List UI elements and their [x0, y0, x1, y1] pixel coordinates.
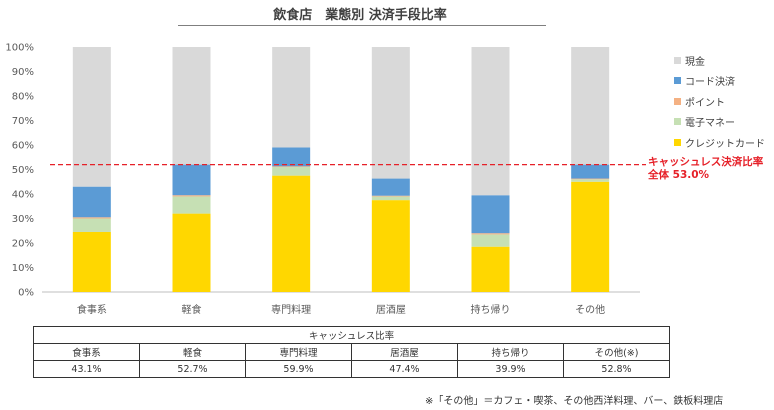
x-tick-label: その他 [575, 303, 605, 316]
bar-segment [172, 195, 211, 197]
bar-segment [571, 179, 610, 182]
table-category-cell: 持ち帰り [457, 343, 564, 361]
bar-segment [471, 47, 510, 196]
legend-swatch [674, 77, 681, 85]
chart-title: 飲食店 業態別 決済手段比率 [273, 8, 447, 23]
legend-label: 現金 [685, 56, 705, 68]
reference-line-label-line2: 全体 53.0% [648, 169, 710, 181]
y-tick-label: 10% [12, 263, 34, 274]
bar-segment [172, 213, 211, 292]
table-category-row: 食事系 軽食 専門料理 居酒屋 持ち帰り その他(※) [33, 343, 670, 361]
bar-segment [571, 47, 610, 165]
bar-segment [471, 234, 510, 247]
bar-segment [172, 196, 211, 214]
reference-line-label-line1: キャッシュレス決済比率 [648, 156, 764, 168]
y-tick-label: 90% [12, 67, 34, 78]
y-tick-label: 0% [18, 288, 34, 299]
legend-item: クレジットカード [674, 132, 765, 153]
table-category-cell: 専門料理 [245, 343, 352, 361]
table-header-row: キャッシュレス比率 [33, 326, 670, 344]
bar-segment [72, 218, 111, 232]
legend-label: コード決済 [685, 77, 735, 89]
cashless-ratio-table: キャッシュレス比率 食事系 軽食 専門料理 居酒屋 持ち帰り その他(※) 43… [33, 326, 670, 378]
table-value-cell: 47.4% [351, 360, 458, 378]
footnote: ※「その他」＝カフェ・喫茶、その他西洋料理、バー、鉄板料理店 [425, 396, 724, 407]
bar-segment [272, 166, 311, 168]
legend-item: ポイント [674, 91, 765, 112]
y-tick-label: 60% [12, 141, 34, 152]
x-tick-label: 軽食 [182, 303, 202, 316]
bar-segment [471, 233, 510, 235]
table-value-cell: 43.1% [33, 360, 140, 378]
bar-segment [371, 200, 410, 292]
bar-segment [371, 47, 410, 179]
bar-segment [571, 178, 610, 180]
bar-segment [172, 47, 211, 165]
legend-swatch [674, 56, 681, 64]
y-tick-label: 50% [12, 165, 34, 176]
table-value-row: 43.1% 52.7% 59.9% 47.4% 39.9% 52.8% [33, 360, 670, 378]
reference-line-label: キャッシュレス決済比率 全体 53.0% [648, 156, 763, 182]
table-value-cell: 59.9% [245, 360, 352, 378]
x-tick-label: 食事系 [77, 303, 107, 316]
x-tick-label: 専門料理 [271, 303, 311, 316]
table-value-cell: 52.7% [139, 360, 246, 378]
bar-segment [571, 164, 610, 179]
stacked-bar-chart: 0% 10% 20% 30% 40% 50% 60% 70% 80% 90% 100% 食事系 軽食 専門… [5, 43, 646, 316]
legend-item: 現金 [674, 50, 765, 71]
y-tick-label: 100% [5, 43, 34, 54]
legend-swatch [674, 138, 681, 146]
table-value-cell: 39.9% [457, 360, 564, 378]
bar-segment [571, 181, 610, 292]
x-tick-label: 居酒屋 [376, 304, 406, 316]
table-category-cell: その他(※) [563, 343, 670, 361]
bar-segment [371, 195, 410, 197]
bar-segment [272, 167, 311, 176]
bar-segment [72, 231, 111, 292]
bar-segment [272, 175, 311, 292]
bar-segment [272, 147, 311, 167]
bar-segment [471, 246, 510, 292]
y-tick-label: 80% [12, 92, 34, 103]
y-tick-label: 70% [12, 116, 34, 127]
table-value-cell: 52.8% [563, 360, 670, 378]
table-category-cell: 軽食 [139, 343, 246, 361]
bar-segment [272, 47, 311, 148]
table-header: キャッシュレス比率 [33, 326, 670, 344]
bar-segment [371, 196, 410, 201]
legend-label: 電子マネー [685, 118, 735, 130]
table-category-cell: 食事系 [33, 343, 140, 361]
legend-swatch [674, 118, 681, 126]
legend-label: ポイント [685, 97, 725, 109]
bar-segment [72, 186, 111, 218]
legend: 現金コード決済ポイント電子マネークレジットカード [674, 50, 765, 153]
legend-item: コード決済 [674, 71, 765, 92]
legend-label: クレジットカード [685, 138, 765, 150]
bar-segment [471, 195, 510, 234]
table-category-cell: 居酒屋 [351, 343, 458, 361]
y-tick-label: 30% [12, 214, 34, 225]
legend-swatch [674, 97, 681, 105]
y-tick-label: 20% [12, 239, 34, 250]
bar-segment [72, 217, 111, 219]
x-tick-label: 持ち帰り [471, 303, 511, 316]
legend-item: 電子マネー [674, 112, 765, 133]
bar-segment [371, 178, 410, 196]
bar-segment [172, 164, 211, 196]
title-rule [178, 25, 546, 26]
bar-segment [72, 47, 111, 187]
y-tick-label: 40% [12, 190, 34, 201]
